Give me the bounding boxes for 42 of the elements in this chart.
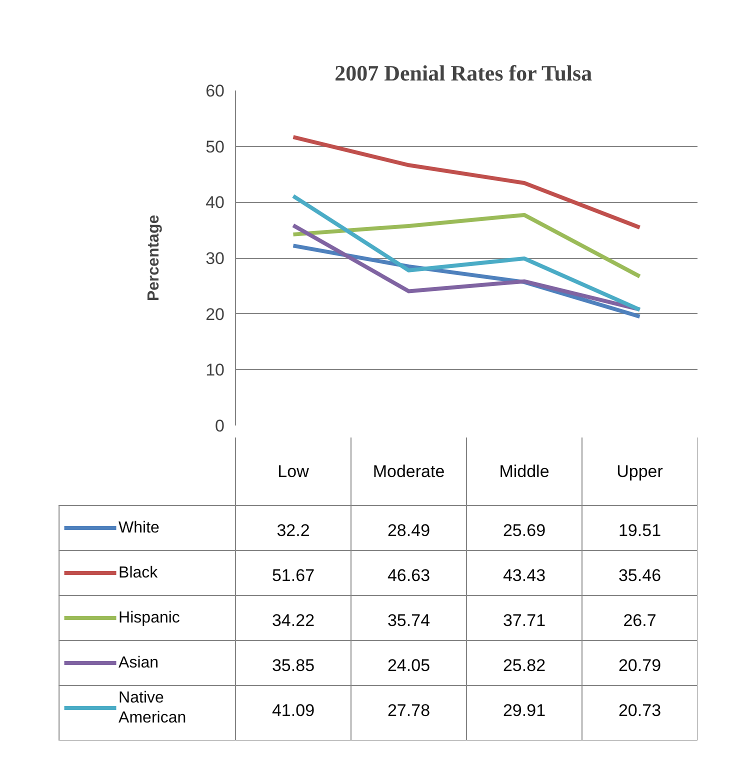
y-tick-label: 30: [206, 249, 225, 268]
data-label: 29.91: [502, 701, 546, 720]
line-series: [291, 212, 642, 278]
x-tick-label: Low: [278, 462, 310, 481]
data-label: 34.22: [272, 611, 315, 630]
data-label: 46.63: [387, 566, 430, 585]
line-series: [291, 194, 642, 312]
y-axis-title: Percentage: [146, 214, 163, 302]
data-label: 26.7: [623, 611, 656, 630]
x-tick-label: Moderate: [372, 462, 445, 481]
data-label: 37.71: [502, 611, 546, 630]
chart-title: 2007 Denial Rates for Tulsa: [334, 60, 592, 86]
y-tick-label: 20: [206, 304, 225, 324]
data-label: 43.43: [502, 566, 546, 585]
data-label: 24.05: [387, 656, 430, 675]
data-label: 25.82: [502, 656, 546, 675]
legend-label: Asian: [118, 654, 159, 672]
legend-label: Hispanic: [118, 610, 180, 626]
legend-label: Native American: [118, 690, 186, 726]
y-tick-label: 40: [206, 193, 225, 212]
legend-label: Black: [118, 564, 159, 582]
line-series: [291, 223, 642, 312]
y-tick-label: 10: [206, 360, 225, 380]
data-label: 51.67: [272, 566, 315, 585]
y-tick-label: 0: [215, 416, 225, 436]
data-label: 28.49: [387, 521, 430, 540]
data-label: 32.2: [276, 521, 310, 540]
data-label: 41.09: [272, 701, 315, 720]
x-tick-label: Middle: [499, 462, 550, 481]
data-label: 25.69: [502, 521, 546, 540]
y-tick-label: 50: [206, 137, 225, 156]
data-label: 19.51: [618, 521, 662, 540]
x-tick-label: Upper: [616, 462, 664, 481]
data-label: 20.79: [618, 656, 662, 675]
data-label: 20.73: [618, 701, 662, 720]
data-label: 35.74: [387, 611, 430, 630]
line-series: [291, 135, 642, 230]
data-label: 27.78: [387, 701, 430, 720]
data-label: 35.85: [272, 656, 315, 675]
y-tick-label: 60: [206, 82, 225, 100]
legend-label: White: [118, 520, 160, 536]
data-label: 35.46: [618, 566, 662, 585]
